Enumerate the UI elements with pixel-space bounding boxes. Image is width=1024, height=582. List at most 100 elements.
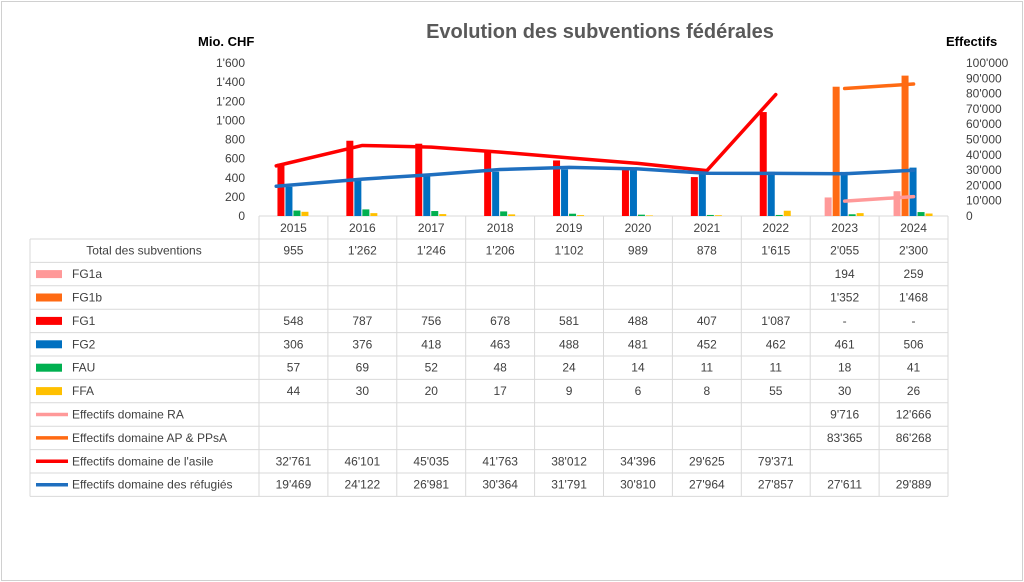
bar-fg2 (354, 180, 362, 216)
right-tick-label: 70'000 (966, 102, 1002, 116)
data-label: 376 (352, 337, 372, 351)
data-label: 55 (769, 384, 783, 398)
right-tick-label: 80'000 (966, 87, 1002, 101)
data-label: - (843, 314, 847, 328)
left-tick-label: 1'200 (216, 94, 245, 108)
data-label: 14 (631, 361, 645, 375)
row-label: Effectifs domaine des réfugiés (72, 478, 233, 492)
left-tick-label: 200 (225, 190, 245, 204)
row-label: FAU (72, 361, 95, 375)
bar-ffa (856, 213, 864, 216)
category-label: 2018 (487, 221, 514, 235)
data-label: 461 (835, 337, 855, 351)
data-label: 79'371 (758, 454, 794, 468)
data-label: 756 (421, 314, 441, 328)
bar-ffa (370, 213, 378, 216)
data-label: 19'469 (276, 478, 312, 492)
row-label: FFA (72, 384, 94, 398)
row-label: FG1 (72, 314, 96, 328)
data-label: 2'300 (899, 244, 928, 258)
bar-fau (917, 212, 925, 216)
data-label: 989 (628, 244, 648, 258)
bar-fg2 (285, 186, 293, 216)
data-label: 463 (490, 337, 510, 351)
data-label: 20 (425, 384, 439, 398)
row-label: Effectifs domaine RA (72, 408, 184, 422)
bar-fg2 (767, 171, 775, 216)
data-label: 1'206 (486, 244, 515, 258)
data-table: 2015 2016 2017 2018 2019 2020 2021 2022 2023 2024… (29, 215, 949, 497)
data-label: 878 (697, 244, 717, 258)
line-effectifs-domaine-ap-ppsa (842, 82, 916, 91)
data-label: 69 (356, 361, 370, 375)
legend-key-swatch (36, 387, 62, 396)
data-label: 581 (559, 314, 579, 328)
bar-fg1 (759, 112, 767, 216)
bar-ffa (925, 213, 933, 216)
data-label: 32'761 (276, 454, 312, 468)
right-tick-label: 50'000 (966, 133, 1002, 147)
data-label: 41'763 (482, 454, 518, 468)
bar-fg2 (840, 171, 848, 216)
bar-fau (500, 211, 508, 216)
bar-fau (706, 214, 714, 216)
bar-ffa (577, 215, 585, 216)
bar-fau (431, 211, 439, 216)
data-label: 1'262 (348, 244, 377, 258)
data-label: 31'791 (551, 478, 587, 492)
data-label: 18 (838, 361, 852, 375)
row-label: Effectifs domaine de l'asile (72, 454, 214, 468)
right-tick-label: 60'000 (966, 117, 1002, 131)
data-label: 2'055 (830, 244, 859, 258)
data-label: 38'012 (551, 454, 587, 468)
data-label: 44 (287, 384, 301, 398)
legend-key-swatch (36, 363, 62, 372)
data-label: 30 (356, 384, 370, 398)
bar-ffa (783, 210, 791, 216)
bar-fau (293, 210, 301, 216)
data-label: 86'268 (896, 431, 932, 445)
row-label: FG1a (72, 267, 102, 281)
bar-fg2 (698, 172, 706, 216)
right-tick-label: 30'000 (966, 163, 1002, 177)
data-label: 548 (283, 314, 303, 328)
right-tick-label: 40'000 (966, 148, 1002, 162)
bar-fg1b (901, 75, 909, 216)
category-label: 2015 (280, 221, 307, 235)
row-label: FG1b (72, 291, 102, 305)
bar-ffa (508, 214, 516, 216)
data-label: 1'615 (761, 244, 790, 258)
data-label: 452 (697, 337, 717, 351)
data-label: 46'101 (345, 454, 381, 468)
data-label: 1'246 (417, 244, 446, 258)
data-label: 57 (287, 361, 301, 375)
data-label: 30'810 (620, 478, 656, 492)
axes: 02004006008001'0001'2001'4001'600010'000… (216, 56, 1009, 223)
data-label: 1'468 (899, 291, 928, 305)
data-label: 1'352 (830, 291, 859, 305)
right-tick-label: 0 (966, 209, 973, 223)
bar-ffa (645, 215, 653, 216)
data-label: 418 (421, 337, 441, 351)
category-label: 2020 (625, 221, 652, 235)
right-tick-label: 10'000 (966, 194, 1002, 208)
data-label: 24'122 (345, 478, 381, 492)
category-label: 2017 (418, 221, 445, 235)
left-tick-label: 1'000 (216, 113, 245, 127)
line-effectifs-domaine-ra (842, 194, 916, 203)
data-label: 30'364 (482, 478, 518, 492)
data-label: 11 (701, 361, 714, 375)
legend-key-swatch (36, 340, 62, 349)
bar-fg2 (492, 171, 500, 216)
category-label: 2016 (349, 221, 376, 235)
data-label: 506 (904, 337, 924, 351)
data-label: 26'981 (413, 478, 449, 492)
category-label: 2022 (762, 221, 789, 235)
category-label: 2019 (556, 221, 583, 235)
data-label: 11 (770, 361, 783, 375)
bar-fg1 (415, 143, 423, 216)
data-label: 52 (425, 361, 439, 375)
bar-fau (362, 209, 370, 216)
category-label: 2023 (831, 221, 858, 235)
